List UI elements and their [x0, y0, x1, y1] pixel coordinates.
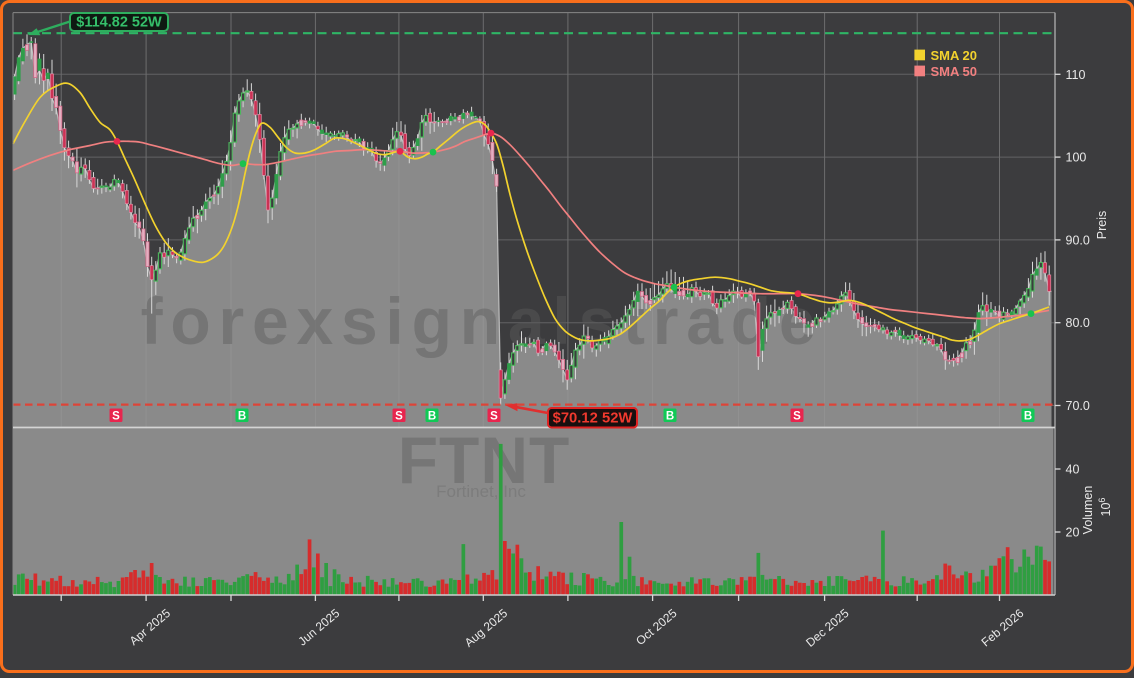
svg-text:$114.82 52W: $114.82 52W	[76, 15, 162, 31]
svg-text:B: B	[428, 410, 436, 422]
svg-text:Fortinet, Inc: Fortinet, Inc	[436, 482, 526, 501]
svg-text:80.0: 80.0	[1066, 316, 1090, 330]
svg-text:40: 40	[1066, 463, 1080, 477]
svg-text:70.0: 70.0	[1066, 399, 1090, 413]
svg-text:B: B	[666, 410, 674, 422]
svg-text:110: 110	[1066, 68, 1086, 82]
svg-text:100: 100	[1066, 151, 1087, 165]
svg-text:20: 20	[1066, 526, 1080, 540]
svg-text:SMA 50: SMA 50	[931, 64, 977, 79]
svg-text:B: B	[1024, 410, 1032, 422]
svg-text:90.0: 90.0	[1066, 233, 1090, 247]
svg-text:FTNT: FTNT	[398, 423, 571, 497]
svg-text:S: S	[395, 410, 403, 422]
svg-text:S: S	[793, 410, 801, 422]
svg-text:S: S	[490, 410, 498, 422]
svg-text:SMA 20: SMA 20	[931, 48, 977, 63]
svg-text:forexsignalstrade: forexsignalstrade	[141, 284, 824, 358]
svg-text:S: S	[112, 410, 120, 422]
svg-text:B: B	[238, 410, 246, 422]
svg-text:Preis: Preis	[1095, 211, 1109, 239]
svg-text:Volumen: Volumen	[1081, 486, 1095, 535]
svg-text:$70.12 52W: $70.12 52W	[553, 411, 633, 427]
